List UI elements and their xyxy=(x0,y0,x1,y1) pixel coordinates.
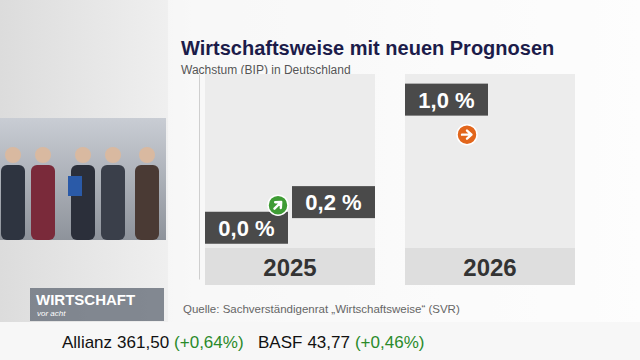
category-label: 2025 xyxy=(263,254,316,281)
title: Wirtschaftsweise mit neuen Prognosen xyxy=(181,37,554,59)
photo-head xyxy=(5,147,21,163)
photo-head xyxy=(105,147,121,163)
photo-figure xyxy=(1,165,25,240)
source: Quelle: Sachverständigenrat „Wirtschafts… xyxy=(183,303,460,315)
photo-figure xyxy=(101,165,125,240)
value-box xyxy=(292,186,375,218)
ticker-bar xyxy=(0,322,640,360)
logo-box xyxy=(30,288,164,321)
photo-background xyxy=(0,118,166,240)
category-band xyxy=(205,248,375,285)
ticker-name: BASF xyxy=(258,333,302,352)
chart-container: Wirtschaftsweise mit neuen PrognosenWach… xyxy=(0,0,640,360)
photo-head xyxy=(75,147,91,163)
ticker-change: (+0,46%) xyxy=(355,333,424,352)
panel xyxy=(168,0,640,322)
data-labels: 0,0 % 0,2 % 1,0 % xyxy=(218,88,474,241)
marks xyxy=(205,84,488,244)
category-column xyxy=(205,74,375,285)
ticker-name: Allianz xyxy=(62,333,112,352)
trend-arrow-icon xyxy=(272,199,284,211)
ticker-price: 361,50 xyxy=(117,333,169,352)
category-band xyxy=(405,248,575,285)
trend-arrow xyxy=(457,125,477,145)
trend-arrows xyxy=(268,125,477,216)
y-axis xyxy=(199,75,200,280)
value-box xyxy=(205,212,288,244)
data-label: 1,0 % xyxy=(418,88,474,113)
x-axis: 2025 2026 xyxy=(263,250,516,281)
logo-subtitle: vor acht xyxy=(37,309,66,318)
graphic: Wirtschaftsweise mit neuen PrognosenWach… xyxy=(0,0,640,360)
ticker-item: Allianz 361,50 (+0,64%) xyxy=(62,333,244,352)
photo-folder xyxy=(68,176,82,196)
ticker-change: (+0,64%) xyxy=(174,333,243,352)
photo xyxy=(0,118,166,240)
category-label: 2026 xyxy=(463,254,516,281)
background xyxy=(0,0,640,360)
category-column xyxy=(405,74,575,285)
x-tick: 2026 xyxy=(463,250,516,281)
trend-arrow xyxy=(268,195,288,215)
data-label: 0,0 % xyxy=(218,216,274,241)
logo-title: WIRTSCHAFT xyxy=(36,291,135,308)
data-label: 0,2 % xyxy=(305,190,361,215)
trend-arrow-circle xyxy=(268,195,288,215)
ticker-item: BASF 43,77 (+0,46%) xyxy=(258,333,424,352)
photo-head xyxy=(139,147,155,163)
x-tick: 2025 xyxy=(263,250,316,281)
ticker-price: 43,77 xyxy=(307,333,350,352)
photo-figure xyxy=(31,165,55,240)
trend-arrow-circle xyxy=(457,125,477,145)
photo-head xyxy=(35,147,51,163)
y-axis-line xyxy=(199,75,200,280)
value-box xyxy=(405,84,488,116)
trend-arrow-icon xyxy=(462,131,472,139)
photo-figure xyxy=(135,165,159,240)
